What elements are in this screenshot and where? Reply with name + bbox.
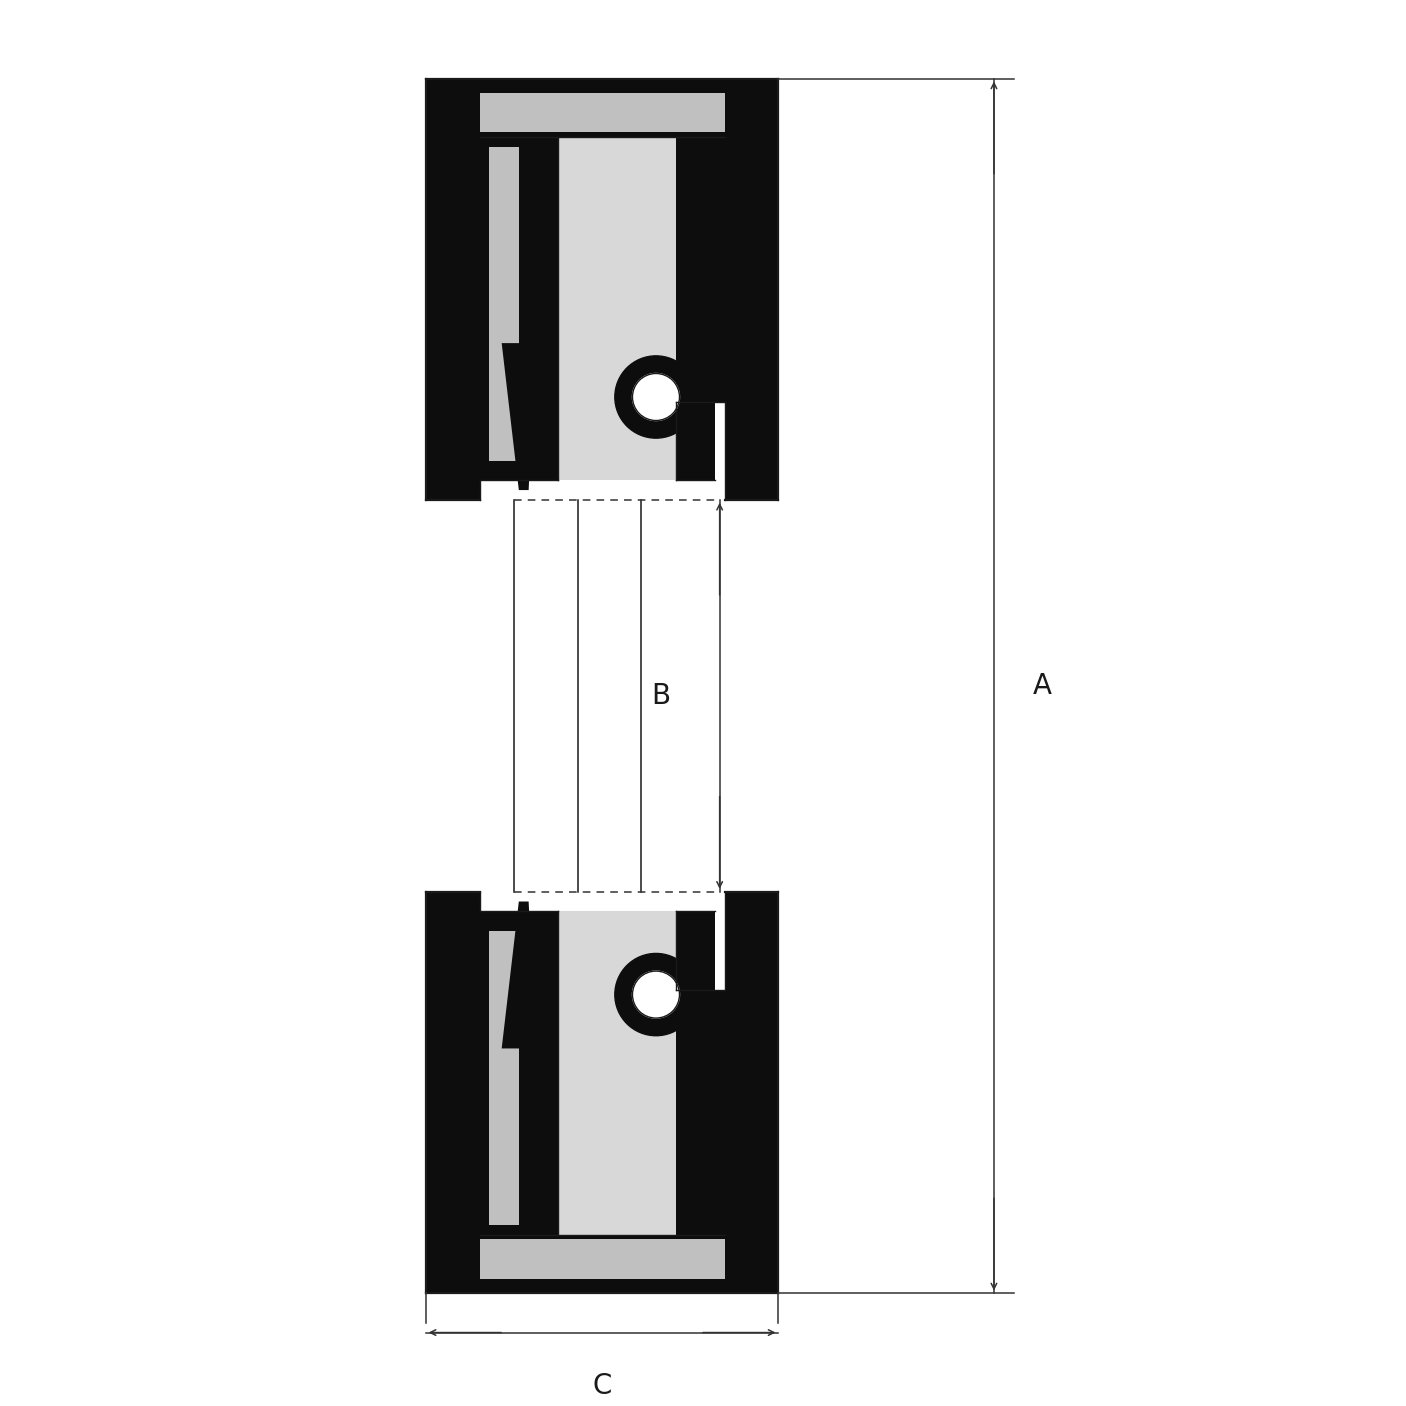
Polygon shape [675, 911, 714, 990]
Polygon shape [426, 79, 479, 501]
Polygon shape [479, 911, 558, 1234]
Polygon shape [426, 79, 779, 138]
Polygon shape [675, 138, 724, 402]
Polygon shape [502, 343, 536, 491]
Polygon shape [489, 148, 519, 461]
Text: B: B [651, 682, 671, 710]
Polygon shape [479, 1240, 724, 1278]
Text: C: C [592, 1372, 612, 1400]
Polygon shape [489, 931, 519, 1225]
Circle shape [633, 972, 679, 1018]
Polygon shape [479, 138, 558, 481]
Polygon shape [479, 93, 724, 132]
Polygon shape [502, 901, 536, 1049]
Text: A: A [1033, 672, 1052, 700]
Polygon shape [426, 891, 479, 1294]
Circle shape [614, 953, 697, 1036]
Polygon shape [558, 911, 675, 1234]
Polygon shape [675, 402, 714, 481]
Circle shape [614, 356, 697, 439]
Polygon shape [724, 891, 779, 1294]
Polygon shape [724, 79, 779, 501]
Polygon shape [558, 138, 675, 481]
Polygon shape [675, 990, 724, 1234]
Circle shape [633, 374, 679, 420]
Polygon shape [426, 1234, 779, 1294]
